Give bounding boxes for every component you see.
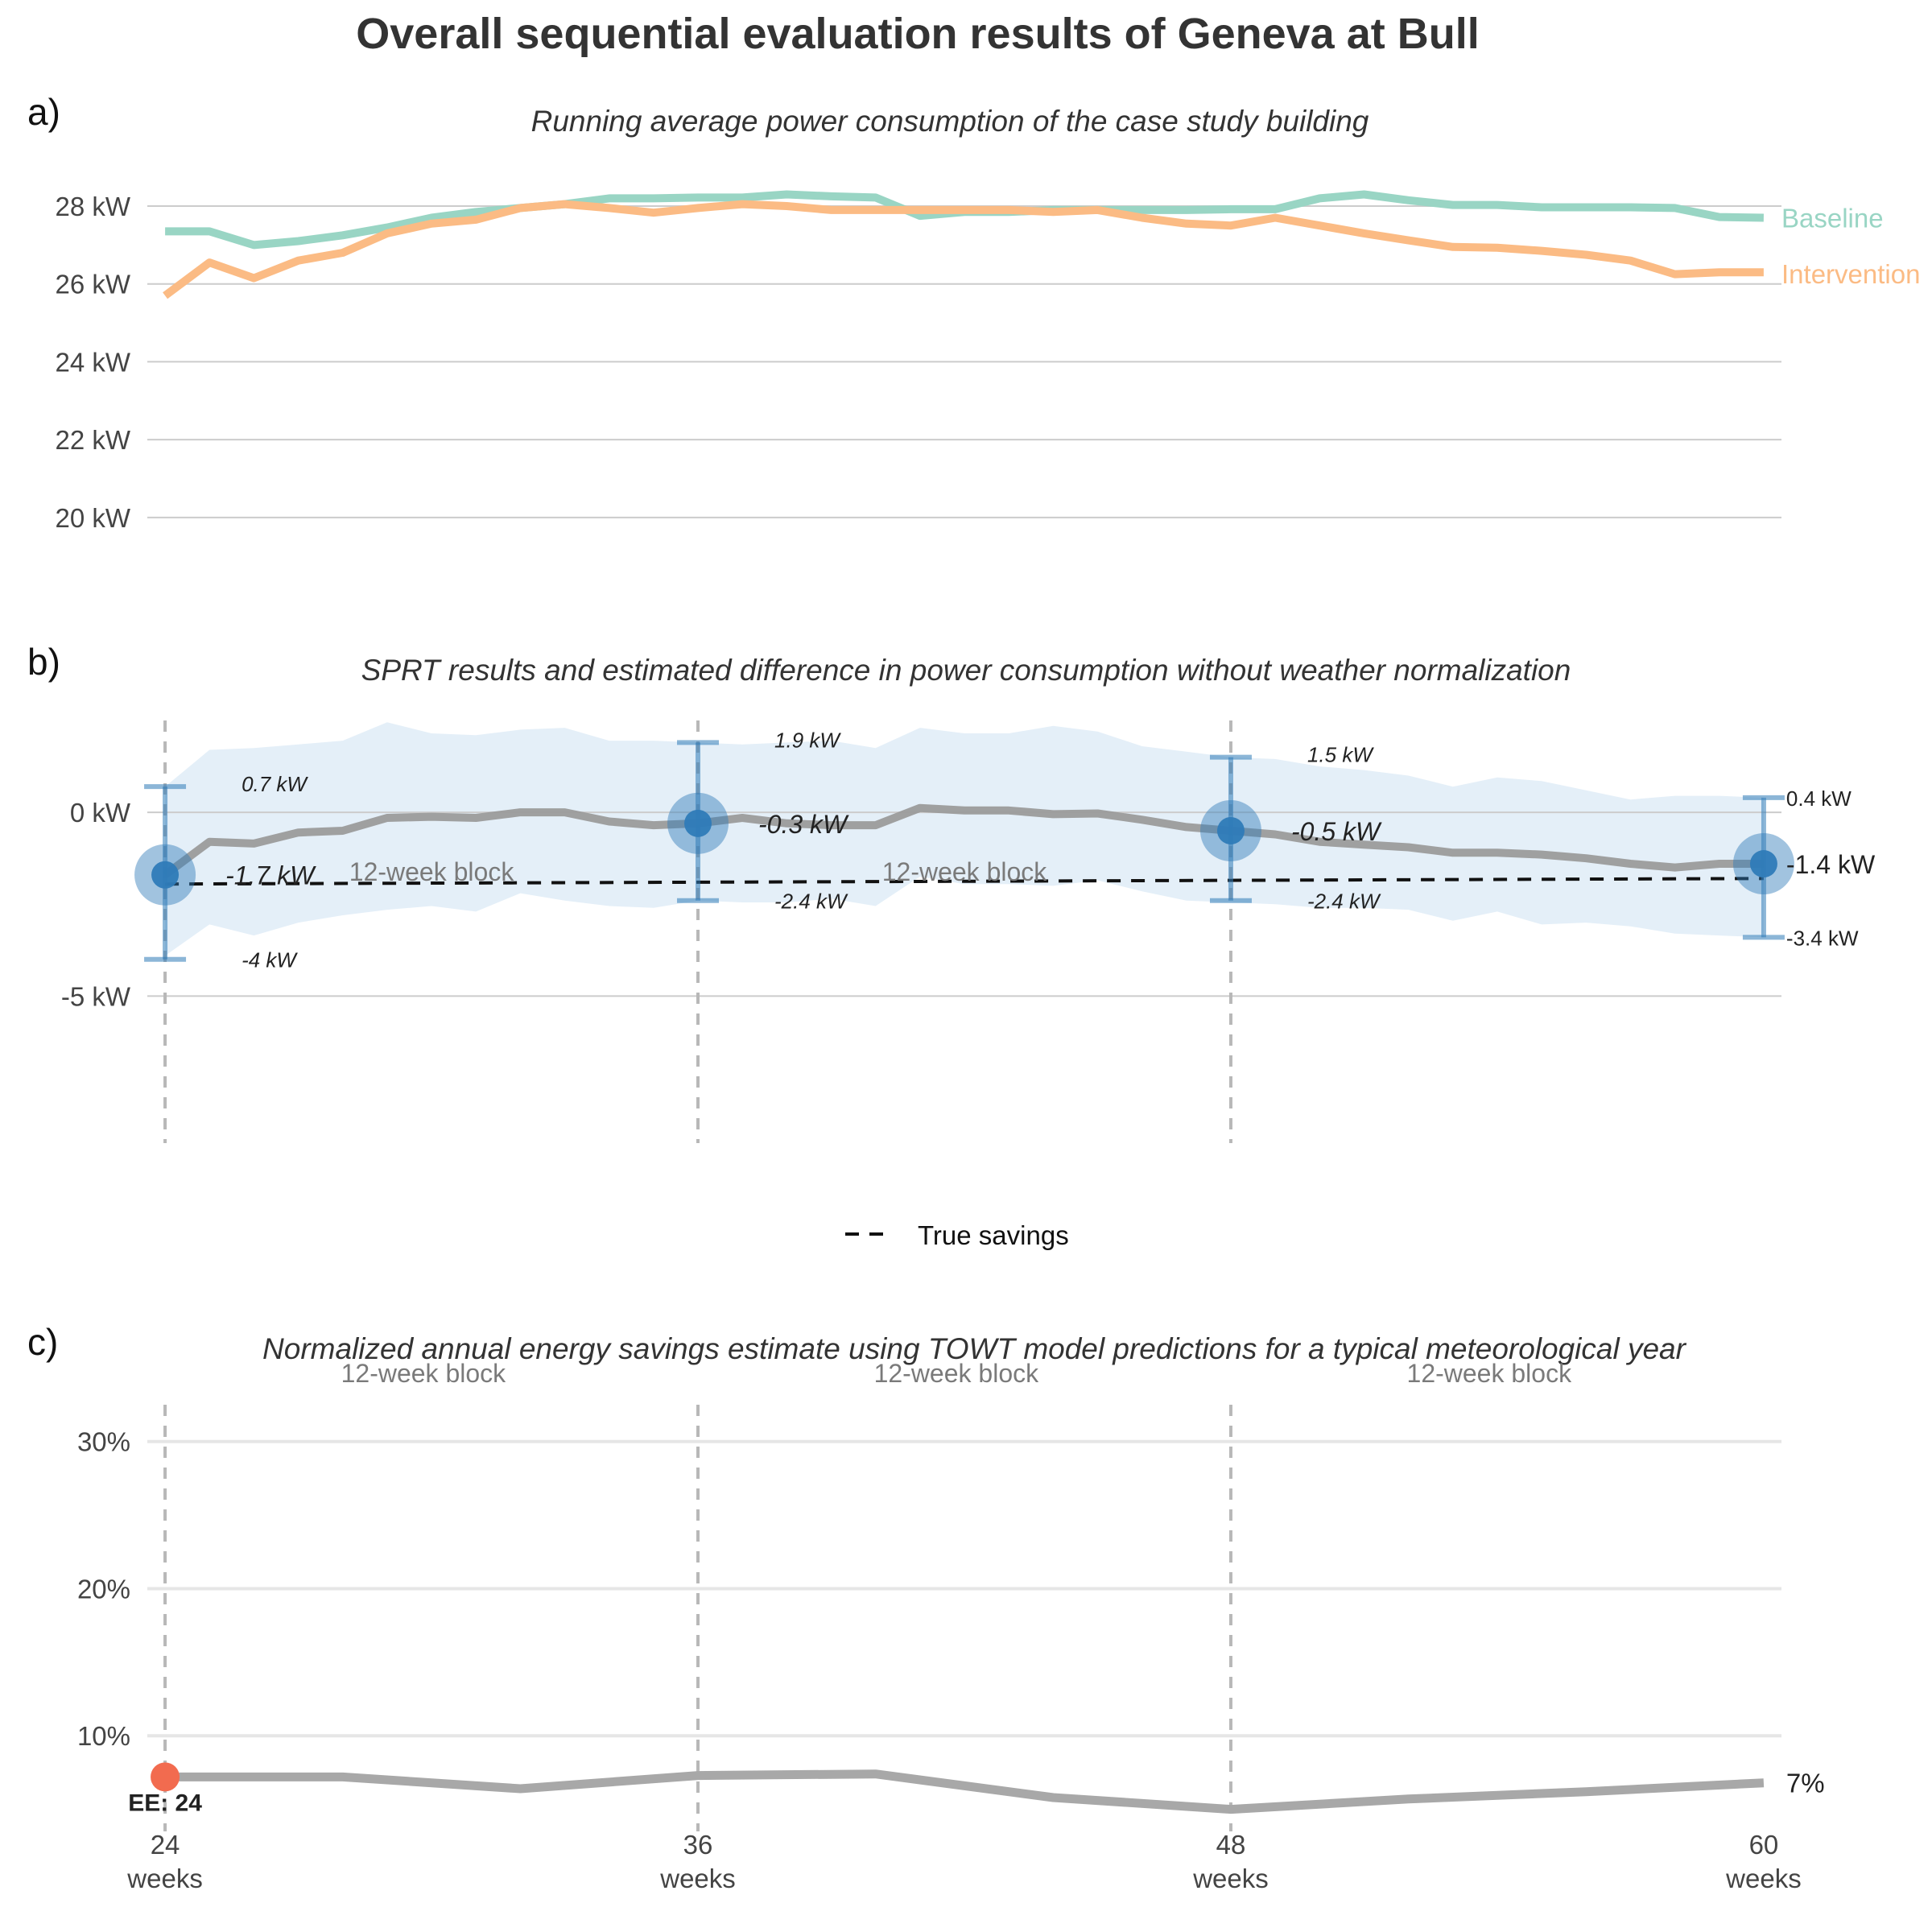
y-tick-label: -5 kW xyxy=(61,981,131,1011)
panel-a-subtitle: Running average power consumption of the… xyxy=(531,105,1369,138)
x-tick-label: 48 xyxy=(1216,1830,1246,1860)
sprt-lower-label: -4 kW xyxy=(242,948,298,972)
sprt-point xyxy=(1749,850,1777,878)
panel-b-legend: True savings xyxy=(845,1220,1069,1250)
panel-b-block-labels: 12-week block 12-week block xyxy=(349,857,1048,886)
ee-point xyxy=(151,1762,180,1792)
sprt-estimate-label: -1.7 kW xyxy=(225,861,316,890)
sprt-upper-label: 0.4 kW xyxy=(1786,786,1852,811)
legend-true-savings-label: True savings xyxy=(918,1220,1069,1250)
panel-a: a) Running average power consumption of … xyxy=(27,91,1920,533)
panel-c-x-axis: 24 weeks 36 weeks 48 weeks 60 weeks xyxy=(126,1830,1801,1893)
series-line-intervention xyxy=(163,200,1764,299)
panel-b-label: b) xyxy=(27,641,60,683)
panel-c: c) Normalized annual energy savings esti… xyxy=(27,1321,1825,1893)
panel-c-savings-series: 7% EE: 24 xyxy=(128,1762,1825,1816)
difference-line xyxy=(163,803,1764,878)
panel-c-evaluation-lines xyxy=(163,1405,1232,1831)
y-tick-label: 0 kW xyxy=(70,798,131,828)
savings-end-label: 7% xyxy=(1786,1769,1825,1798)
panel-a-label: a) xyxy=(27,91,60,133)
sprt-lower-label: -3.4 kW xyxy=(1786,926,1859,950)
panel-b-difference-series xyxy=(163,803,1764,878)
panel-b-confidence-band xyxy=(165,722,1764,956)
series-label-intervention: Intervention xyxy=(1781,259,1920,289)
true-savings-line xyxy=(165,877,1764,886)
sprt-estimate-label: -1.4 kW xyxy=(1786,850,1876,879)
sprt-lower-label: -2.4 kW xyxy=(774,890,848,914)
panel-c-block-labels: 12-week block 12-week block 12-week block xyxy=(341,1359,1572,1388)
x-tick-unit: weeks xyxy=(659,1864,736,1893)
block-label: 12-week block xyxy=(882,857,1048,886)
panel-a-y-axis: 20 kW 22 kW 24 kW 26 kW 28 kW xyxy=(55,192,130,533)
x-tick-unit: weeks xyxy=(1725,1864,1802,1893)
panel-c-label: c) xyxy=(27,1321,58,1363)
x-tick-label: 36 xyxy=(683,1830,713,1860)
y-tick-label: 26 kW xyxy=(55,270,130,299)
panel-c-y-axis: 10% 20% 30% xyxy=(77,1427,130,1752)
panel-c-gridlines xyxy=(147,1439,1781,1738)
block-label: 12-week block xyxy=(341,1359,507,1388)
panel-b-y-axis: 0 kW -5 kW xyxy=(61,798,131,1011)
y-tick-label: 28 kW xyxy=(55,192,130,221)
sprt-upper-label: 0.7 kW xyxy=(242,772,308,796)
panel-b-subtitle: SPRT results and estimated difference in… xyxy=(361,654,1571,687)
panel-b-true-savings xyxy=(165,877,1764,886)
x-tick-unit: weeks xyxy=(1192,1864,1269,1893)
series-label-baseline: Baseline xyxy=(1781,204,1884,233)
sprt-lower-label: -2.4 kW xyxy=(1307,890,1381,914)
series-line-baseline xyxy=(165,190,1764,250)
block-label: 12-week block xyxy=(874,1359,1040,1388)
sprt-estimate-label: -0.5 kW xyxy=(1291,817,1382,846)
sprt-point xyxy=(1216,816,1245,844)
sprt-point xyxy=(151,861,180,889)
block-label: 12-week block xyxy=(349,857,515,886)
figure-title: Overall sequential evaluation results of… xyxy=(356,10,1479,58)
panel-a-series-labels: Baseline Intervention xyxy=(1781,204,1920,290)
sprt-estimate-label: -0.3 kW xyxy=(758,810,849,839)
y-tick-label: 22 kW xyxy=(55,425,130,455)
panel-b: b) SPRT results and estimated difference… xyxy=(27,641,1876,1250)
y-tick-label: 24 kW xyxy=(55,347,130,377)
y-tick-label: 30% xyxy=(77,1427,130,1457)
x-tick-label: 60 xyxy=(1749,1830,1779,1860)
y-tick-label: 10% xyxy=(77,1721,130,1751)
sprt-upper-label: 1.5 kW xyxy=(1307,743,1374,767)
x-tick-unit: weeks xyxy=(126,1864,203,1893)
savings-line xyxy=(165,1769,1765,1814)
ee-point-label: EE: 24 xyxy=(128,1790,202,1816)
x-tick-label: 24 xyxy=(151,1830,180,1860)
panel-a-series xyxy=(163,190,1764,299)
panel-c-subtitle: Normalized annual energy savings estimat… xyxy=(262,1332,1687,1365)
panel-b-sprt-points: -1.7 kW 0.7 kW -4 kW -0.3 kW 1.9 kW -2.4 kW -0… xyxy=(134,728,1876,972)
confidence-band xyxy=(165,722,1764,956)
sprt-point xyxy=(684,809,712,837)
sprt-upper-label: 1.9 kW xyxy=(774,728,841,752)
y-tick-label: 20 kW xyxy=(55,503,130,533)
block-label: 12-week block xyxy=(1407,1359,1573,1388)
y-tick-label: 20% xyxy=(77,1574,130,1604)
